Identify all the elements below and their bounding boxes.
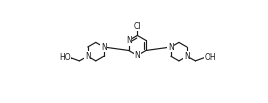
Text: N: N bbox=[168, 43, 174, 52]
Text: N: N bbox=[126, 36, 132, 45]
Text: Cl: Cl bbox=[134, 22, 141, 31]
Text: OH: OH bbox=[204, 53, 216, 62]
Text: N: N bbox=[85, 52, 91, 61]
Text: N: N bbox=[101, 43, 107, 52]
Text: HO: HO bbox=[59, 53, 70, 62]
Text: N: N bbox=[135, 51, 140, 60]
Text: N: N bbox=[184, 52, 190, 61]
